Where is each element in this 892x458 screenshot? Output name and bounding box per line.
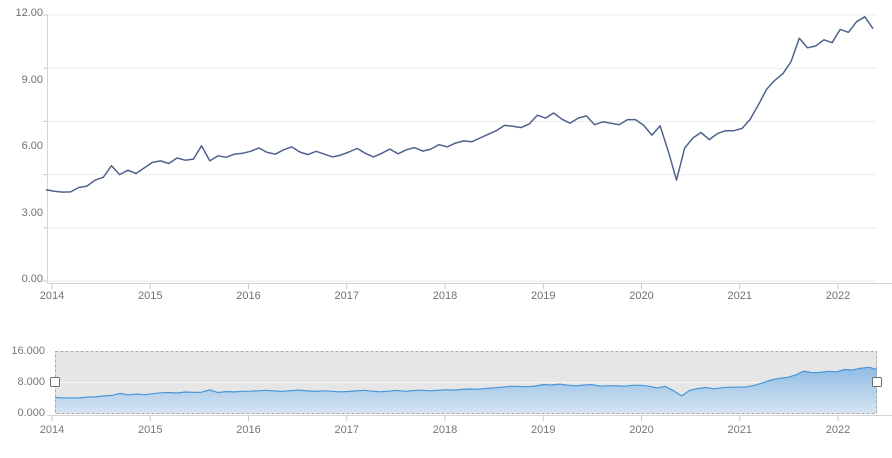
navigator-x-axis-label: 2019 [531,424,556,436]
main-y-axis-label: 0.00 [21,273,43,285]
navigator-y-axis-label: 16.000 [11,344,45,357]
main-y-axis-label: 3.00 [21,206,43,219]
navigator-x-axis-label: 2017 [334,424,359,436]
main-x-axis-label: 2019 [531,290,556,302]
navigator-x-axis-label: 2020 [629,424,654,436]
main-x-axis-label: 2021 [727,290,752,302]
main-series-line [45,16,874,193]
navigator-handle-left[interactable] [50,377,60,387]
main-x-axis-label: 2017 [334,290,359,302]
navigator-area-fill [55,367,877,414]
navigator-series-line [54,366,878,399]
main-x-axis-label: 2015 [138,290,163,302]
main-y-axis-label: 9.00 [21,73,43,86]
main-y-axis-label: 6.00 [21,140,43,152]
navigator-x-axis-label: 2021 [727,424,752,436]
navigator-handle-right[interactable] [872,377,882,387]
navigator-y-axis-label: 8.000 [17,375,45,388]
main-x-axis-label: 2018 [432,290,458,302]
main-x-axis-label: 2014 [39,290,65,302]
navigator-x-axis-label: 2014 [39,424,65,436]
navigator-x-axis-label: 2022 [825,424,851,436]
main-x-axis-label: 2016 [236,290,261,302]
main-y-axis-label: 12.00 [15,7,43,19]
navigator-y-axis-label: 0.000 [17,406,45,419]
main-x-axis-label: 2020 [629,290,654,302]
navigator-x-axis-label: 2018 [432,424,458,436]
navigator-x-axis-label: 2015 [138,424,163,436]
main-x-axis-label: 2022 [825,290,851,302]
main-plot-area[interactable] [46,15,873,281]
navigator-x-axis-label: 2016 [236,424,261,436]
